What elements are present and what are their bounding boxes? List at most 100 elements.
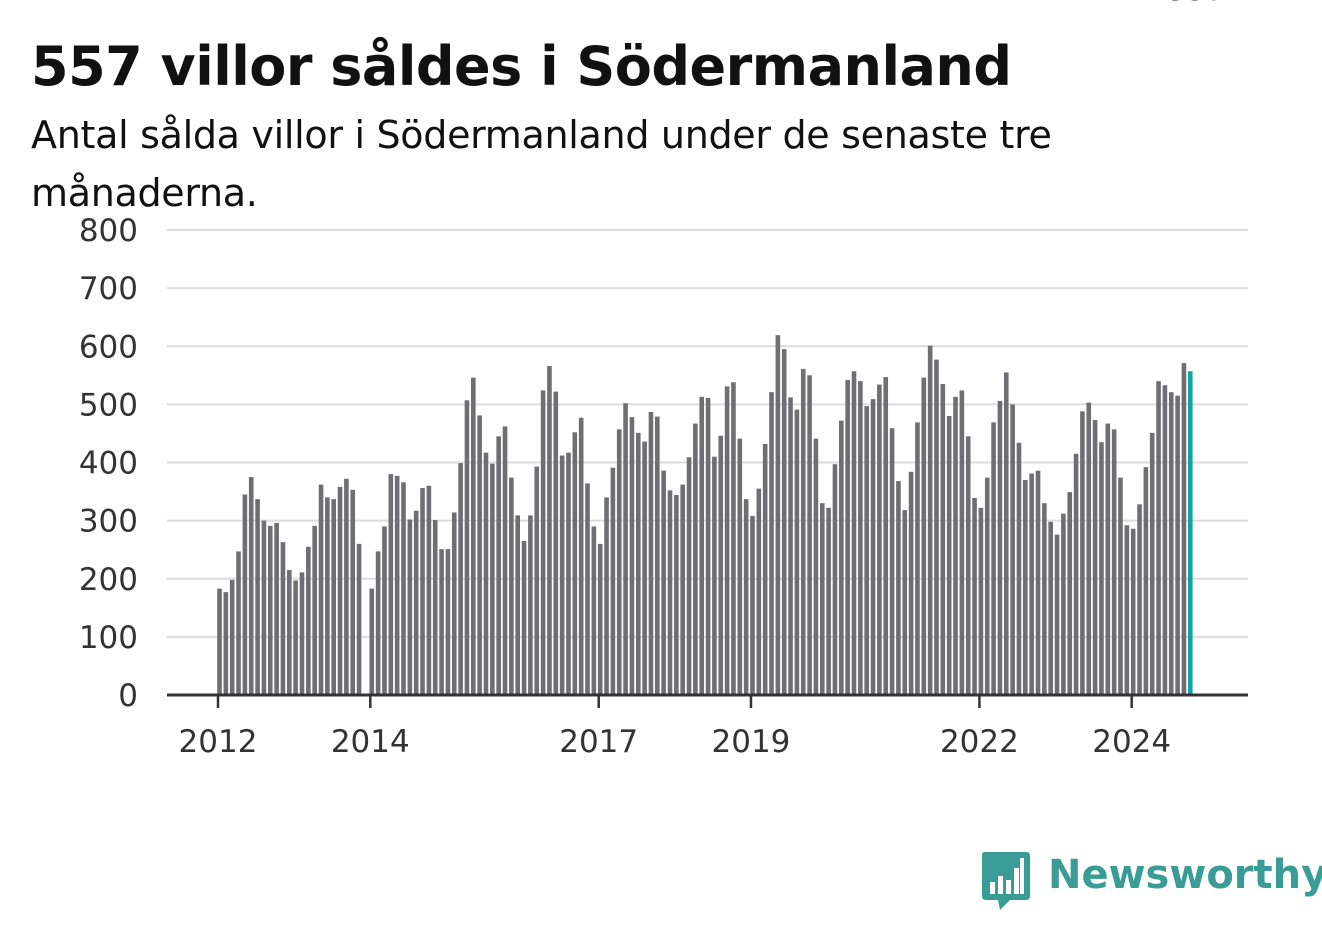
bar: [712, 456, 717, 695]
bar: [325, 497, 330, 696]
bar: [661, 470, 666, 695]
bar: [540, 390, 546, 695]
bar: [1086, 402, 1092, 695]
bar: [902, 510, 908, 695]
bar: [331, 499, 337, 695]
bar: [946, 416, 952, 695]
bar: [515, 515, 521, 695]
bar: [471, 377, 476, 695]
y-tick-label: 500: [79, 387, 138, 423]
bar: [794, 409, 800, 695]
bar: [293, 580, 298, 695]
y-tick-label: 600: [79, 329, 138, 365]
bar: [991, 422, 996, 695]
bar: [718, 435, 724, 695]
bar: [959, 390, 965, 695]
bar: [908, 471, 914, 695]
bar: [769, 392, 774, 695]
bar: [572, 432, 578, 695]
bar: [236, 551, 241, 695]
bar: [934, 359, 939, 695]
bar: [705, 397, 711, 695]
bar: [483, 452, 489, 695]
bar: [883, 377, 889, 695]
bar: [350, 489, 356, 695]
bar: [312, 525, 317, 695]
bar: [553, 391, 559, 695]
bar: [927, 345, 933, 695]
bar: [984, 477, 990, 695]
bar: [287, 570, 292, 695]
bar: [921, 377, 927, 695]
bar: [819, 503, 825, 695]
bar: [534, 466, 540, 695]
bar: [1175, 395, 1180, 695]
x-tick-label: 2024: [1092, 724, 1171, 760]
bar: [864, 406, 869, 695]
bar: [1035, 470, 1041, 695]
bar: [280, 542, 286, 695]
x-tick-label: 2019: [712, 724, 791, 760]
bar: [1181, 363, 1187, 695]
bar: [870, 399, 876, 695]
bar: [623, 403, 628, 695]
bar: [1156, 381, 1161, 696]
bar: [737, 438, 743, 695]
bar: [1099, 442, 1104, 695]
bar: [1029, 473, 1034, 695]
bar: [997, 400, 1003, 695]
x-axis-labels: 2012 2014 2017 2019 2022 2024: [179, 695, 1171, 760]
bar: [972, 497, 977, 695]
bar: [940, 384, 946, 695]
newsworthy-logo: [980, 848, 1300, 912]
bar: [1130, 528, 1136, 695]
bar: [724, 386, 730, 695]
bar: [502, 426, 508, 695]
bar: [731, 382, 736, 695]
bar: [1042, 503, 1047, 695]
bar: [965, 436, 971, 695]
bar: [306, 546, 311, 695]
bar: [1067, 492, 1073, 695]
bar: [229, 579, 235, 695]
bar: [477, 415, 482, 695]
bar: [464, 400, 470, 695]
y-tick-label: 0: [118, 678, 138, 714]
bar: [318, 484, 324, 695]
bar: [788, 397, 793, 695]
bar: [674, 495, 679, 695]
bar: [616, 429, 622, 695]
bar: [1092, 420, 1098, 695]
bar: [1168, 392, 1174, 695]
bar: [261, 520, 267, 696]
bar: [826, 507, 831, 695]
bar: [1003, 372, 1009, 695]
bar: [858, 381, 863, 696]
bar: [1048, 521, 1053, 695]
bar: [401, 482, 406, 695]
bar: [693, 423, 698, 695]
bar-series: [217, 335, 1193, 696]
bar: [648, 411, 654, 695]
bar: [356, 543, 362, 696]
bar: [604, 497, 609, 696]
bar-latest: [1187, 371, 1193, 695]
bar: [375, 551, 381, 695]
bar: [813, 438, 819, 695]
bar: [388, 474, 394, 696]
y-tick-label: 100: [79, 620, 138, 656]
bar: [642, 441, 647, 695]
bar: [1143, 467, 1149, 695]
bar: [559, 455, 565, 695]
bar: [597, 543, 603, 696]
bar: [978, 507, 984, 695]
bar: [521, 540, 527, 695]
bar: [337, 486, 343, 695]
bar: [1010, 404, 1015, 696]
chart-subtitle: Antal sålda villor i Södermanland under …: [31, 113, 1052, 215]
bar: [851, 371, 857, 695]
bar: [496, 436, 501, 695]
bar: [267, 525, 273, 695]
bar: [420, 488, 425, 695]
x-tick-label: 2012: [179, 724, 258, 760]
